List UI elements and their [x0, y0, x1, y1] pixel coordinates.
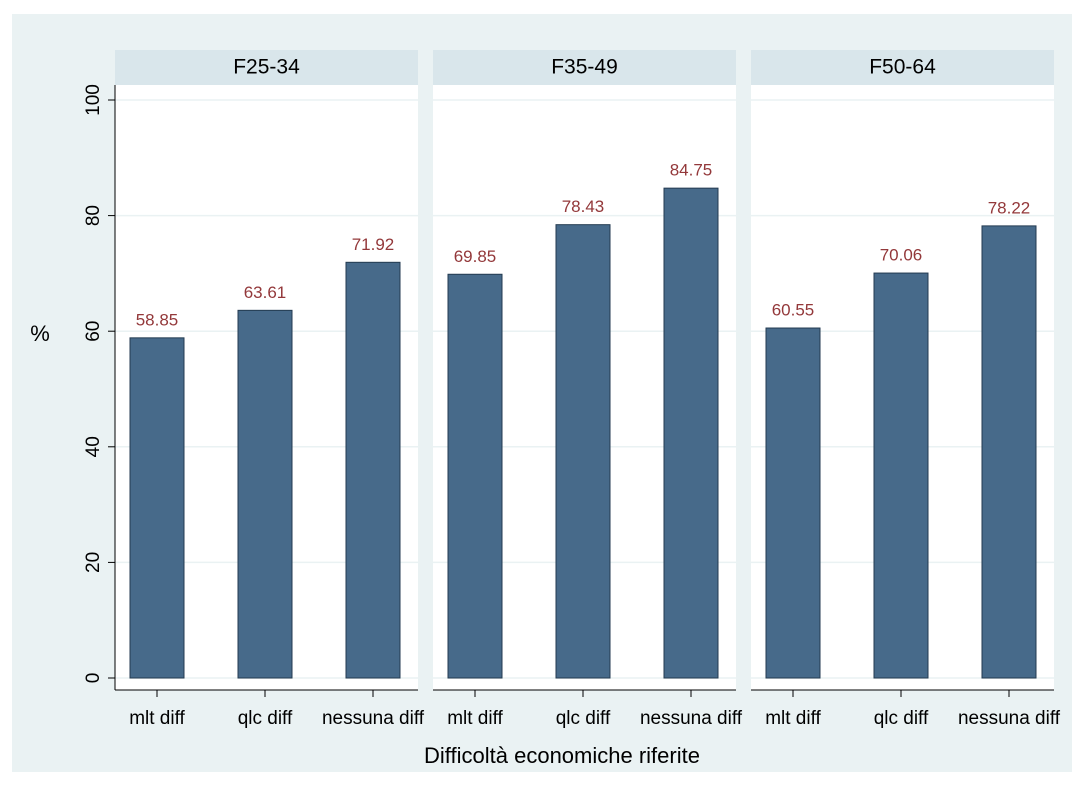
value-label: 84.75: [670, 161, 713, 180]
bar: [345, 261, 401, 679]
y-tick-label: 60: [83, 321, 104, 342]
x-tick-label: mlt diff: [765, 708, 821, 729]
y-tick-label: 0: [83, 673, 104, 684]
value-label: 63.61: [244, 283, 287, 302]
panel-title: F50-64: [869, 56, 936, 79]
panel-header: [115, 50, 418, 85]
x-axis-label: Difficoltà economiche riferite: [424, 743, 700, 768]
bar: [663, 187, 719, 679]
x-tick-label: nessuna diff: [958, 708, 1061, 729]
panel-title: F35-49: [551, 56, 618, 79]
y-tick-label: 40: [83, 436, 104, 457]
value-label: 69.85: [454, 247, 497, 266]
value-label: 58.85: [136, 310, 179, 329]
bar: [873, 272, 929, 679]
x-tick-label: qlc diff: [238, 708, 293, 729]
x-tick-label: mlt diff: [447, 708, 503, 729]
panel-title: F25-34: [233, 56, 300, 79]
panel-header: [751, 50, 1054, 85]
x-tick-label: mlt diff: [129, 708, 185, 729]
value-label: 78.22: [988, 198, 1031, 217]
bar: [555, 224, 611, 679]
y-tick-label: 80: [83, 205, 104, 226]
y-tick-label: 20: [83, 552, 104, 573]
value-label: 71.92: [352, 235, 395, 254]
bar: [447, 273, 503, 679]
x-tick-label: nessuna diff: [322, 708, 425, 729]
value-label: 70.06: [880, 246, 923, 265]
x-tick-label: qlc diff: [556, 708, 611, 729]
bar: [129, 337, 185, 679]
x-tick-label: qlc diff: [874, 708, 929, 729]
y-axis-label: %: [30, 321, 50, 346]
bar: [765, 327, 821, 679]
panel-header: [433, 50, 736, 85]
x-tick-label: nessuna diff: [640, 708, 743, 729]
value-label: 78.43: [562, 197, 605, 216]
bar: [237, 309, 293, 679]
y-tick-label: 100: [83, 84, 104, 116]
value-label: 60.55: [772, 301, 815, 320]
bar: [981, 225, 1037, 679]
